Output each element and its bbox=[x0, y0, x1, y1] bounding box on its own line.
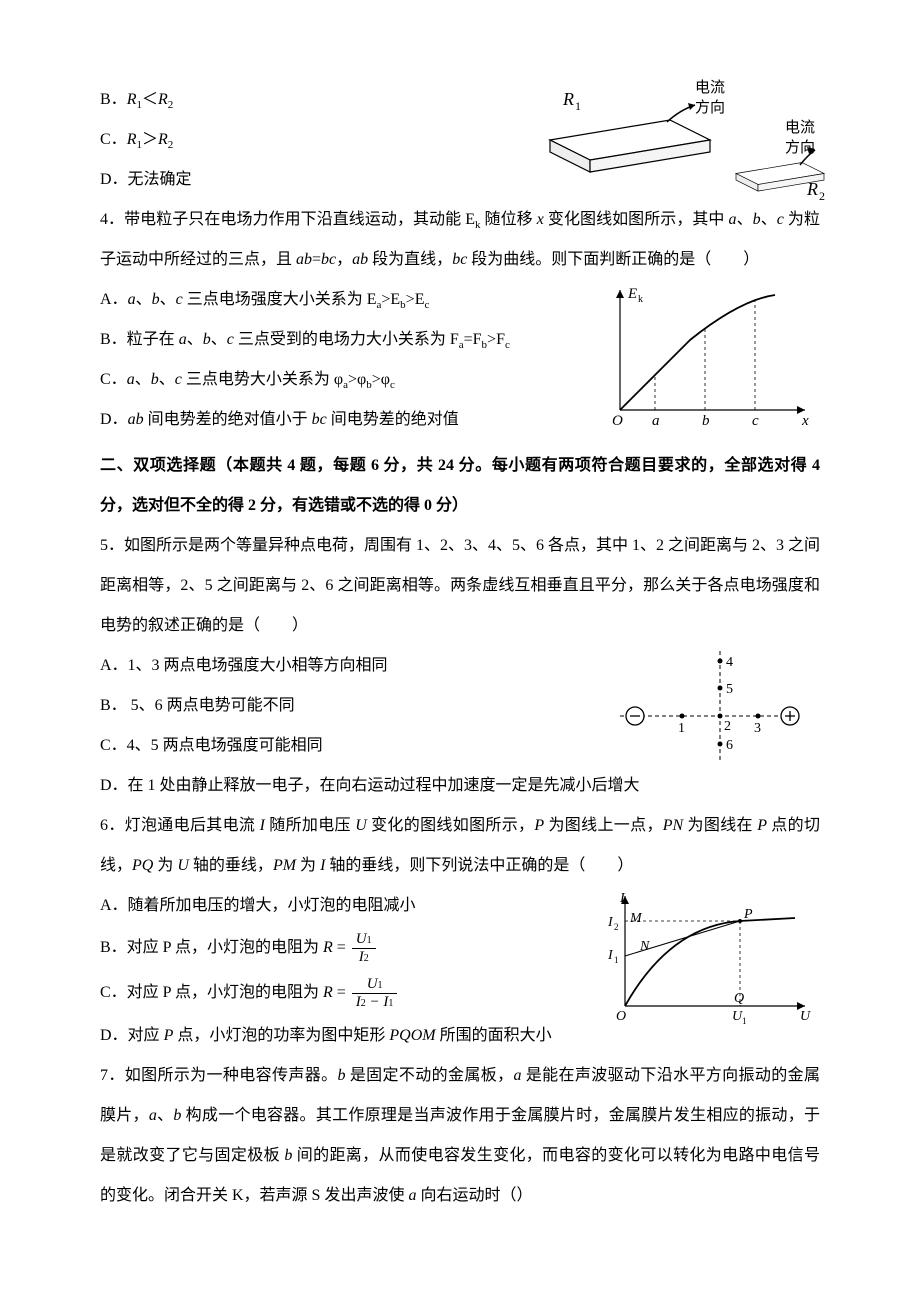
q6-c-frac: U1 I2 − I1 bbox=[352, 976, 398, 1010]
q4-option-d: D．ab 间电势差的绝对值小于 bc 间电势差的绝对值 bbox=[100, 400, 820, 440]
q4-option-c: C．a、b、c 三点电势大小关系为 φa>φb>φc bbox=[100, 360, 820, 400]
q4-option-a: A．a、b、c 三点电场强度大小关系为 Ea>Eb>Ec bbox=[100, 280, 820, 320]
q5-stem: 5．如图所示是两个等量异种点电荷，周围有 1、2、3、4、5、6 各点，其中 1… bbox=[100, 526, 820, 646]
q6-b-pre: B．对应 P 点，小灯泡的电阻为 bbox=[100, 939, 319, 956]
q3-b-label: B． bbox=[100, 91, 127, 108]
q5-option-a: A．1、3 两点电场强度大小相等方向相同 bbox=[100, 646, 820, 686]
q7-stem: 7．如图所示为一种电容传声器。b 是固定不动的金属板，a 是能在声波驱动下沿水平… bbox=[100, 1056, 820, 1216]
section2-header: 二、双项选择题（本题共 4 题，每题 6 分，共 24 分。每小题有两项符合题目… bbox=[100, 446, 820, 526]
q5-option-c: C．4、5 两点电场强度可能相同 bbox=[100, 726, 820, 766]
q5-option-d: D．在 1 处由静止释放一电子，在向右运动过程中加速度一定是先减小后增大 bbox=[100, 766, 820, 806]
q4-options-block: O a b c x E k A．a、b、c 三点电场强度大小关系为 Ea>Eb>… bbox=[100, 280, 820, 440]
q6-c-pre: C．对应 P 点，小灯泡的电阻为 bbox=[100, 984, 319, 1001]
q6-option-c: C．对应 P 点，小灯泡的电阻为 R = U1 I2 − I1 bbox=[100, 971, 820, 1016]
q4-option-b: B．粒子在 a、b、c 三点受到的电场力大小关系为 Fa=Fb>Fc bbox=[100, 320, 820, 360]
q3-block: R 1 电流 方向 R 2 电流 方向 B．R1＜R2 C．R1＞R2 D．无法… bbox=[100, 80, 820, 200]
q6-option-d: D．对应 P 点，小灯泡的功率为图中矩形 PQOM 所围的面积大小 bbox=[100, 1016, 820, 1056]
q5-options-block: 1 2 3 4 5 6 A．1、3 两点电场强度大小相等方向相同 B． 5、6 … bbox=[100, 646, 820, 806]
q4-stem: 4．带电粒子只在电场力作用下沿直线运动，其动能 Ek 随位移 x 变化图线如图所… bbox=[100, 200, 820, 280]
q3-c-label: C． bbox=[100, 131, 127, 148]
q6-option-b: B．对应 P 点，小灯泡的电阻为 R = U1 I2 bbox=[100, 926, 820, 971]
q6-b-frac: U1 I2 bbox=[352, 931, 376, 965]
q3-option-c: C．R1＞R2 bbox=[100, 120, 820, 160]
q5-option-b: B． 5、6 两点电势可能不同 bbox=[100, 686, 820, 726]
q6-stem: 6．灯泡通电后其电流 I 随所加电压 U 变化的图线如图所示，P 为图线上一点，… bbox=[100, 806, 820, 886]
q3-option-d: D．无法确定 bbox=[100, 160, 820, 200]
q6-option-a: A．随着所加电压的增大，小灯泡的电阻减小 bbox=[100, 886, 820, 926]
q3-option-b: B．R1＜R2 bbox=[100, 80, 820, 120]
q6-options-block: O I2 I1 M N P Q U1 U I A．随着所加电压的增大，小灯泡的电… bbox=[100, 886, 820, 1056]
